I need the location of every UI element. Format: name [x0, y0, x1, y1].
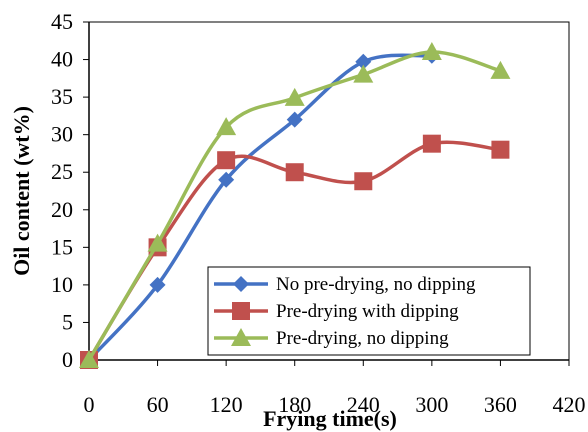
x-tick-label: 60 [147, 392, 169, 417]
legend: No pre-drying, no dipping Pre-drying with… [207, 266, 531, 356]
data-point-triangle [284, 87, 305, 106]
y-axis-title: Oil content (wt%) [9, 106, 34, 276]
legend-item: Pre-drying, no dipping [214, 328, 449, 349]
y-tick-label: 10 [51, 272, 73, 297]
data-point-triangle [147, 233, 168, 252]
series-3 [79, 42, 511, 368]
legend-label: Pre-drying with dipping [276, 301, 459, 322]
x-tick-label: 120 [210, 392, 243, 417]
y-tick-label: 25 [51, 159, 73, 184]
x-tick-label: 300 [415, 392, 448, 417]
y-tick-label: 15 [51, 234, 73, 259]
y-tick-label: 30 [51, 122, 73, 147]
x-tick-label: 240 [347, 392, 380, 417]
data-point-square [285, 163, 304, 182]
x-tick-label: 180 [278, 392, 311, 417]
data-point-diamond [286, 111, 303, 128]
data-point-triangle [353, 64, 374, 83]
y-tick-label: 40 [51, 47, 73, 72]
data-point-diamond [355, 53, 372, 70]
data-point-square [491, 140, 510, 159]
legend-item: Pre-drying with dipping [214, 301, 459, 322]
legend-marker-diamond [233, 276, 249, 292]
data-point-diamond [149, 276, 166, 293]
data-point-square [217, 151, 236, 170]
x-axis-title: Frying time(s) [263, 406, 397, 431]
data-point-triangle [490, 60, 511, 79]
data-point-triangle [421, 42, 442, 61]
data-point-triangle [79, 350, 99, 368]
legend-marker-triangle [231, 328, 251, 346]
y-tick-label: 0 [62, 347, 73, 372]
x-tick-label: 360 [484, 392, 517, 417]
y-tick-label: 20 [51, 197, 73, 222]
data-point-triangle [216, 117, 237, 136]
y-tick-label: 45 [51, 9, 73, 34]
data-point-square [354, 172, 373, 191]
x-tick-label: 0 [84, 392, 95, 417]
legend-label: No pre-drying, no dipping [276, 274, 476, 295]
data-point-diamond [218, 171, 235, 188]
y-tick-label: 5 [62, 309, 73, 334]
x-tick-label: 420 [553, 392, 586, 417]
legend-marker-square [232, 302, 250, 320]
legend-label: Pre-drying, no dipping [276, 328, 449, 349]
data-point-square [422, 134, 441, 153]
y-tick-label: 35 [51, 84, 73, 109]
legend-item: No pre-drying, no dipping [214, 274, 476, 295]
